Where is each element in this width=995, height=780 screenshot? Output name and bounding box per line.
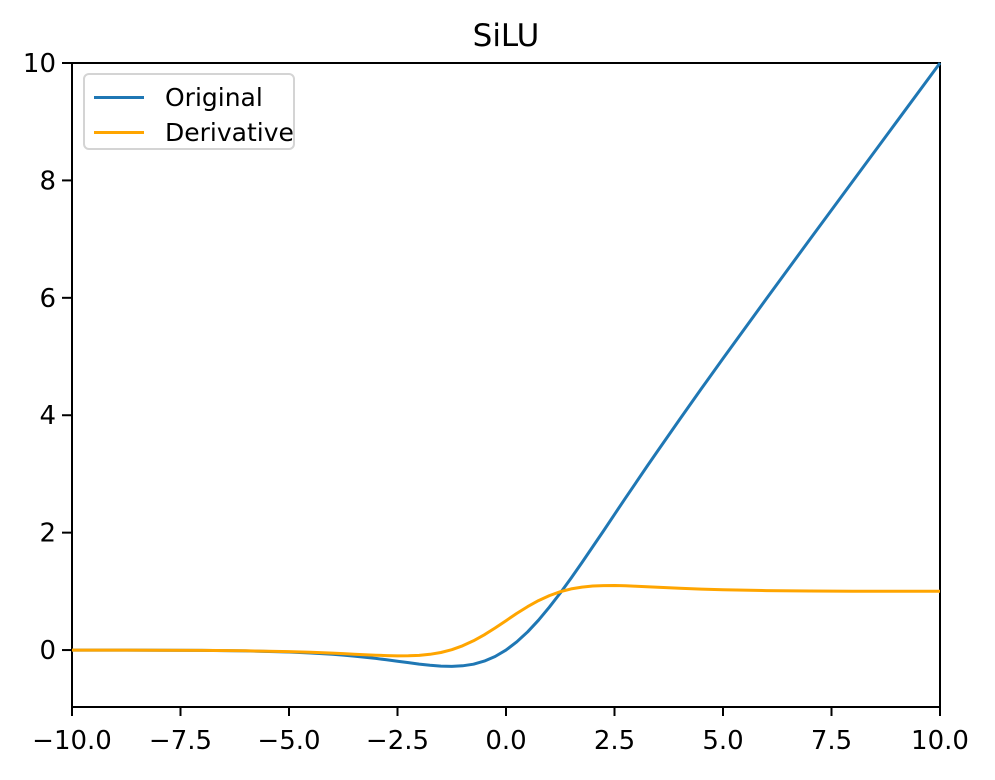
x-tick-label: 2.5 bbox=[594, 726, 635, 756]
x-tick-label: −7.5 bbox=[149, 726, 212, 756]
series-original-line bbox=[72, 62, 942, 668]
legend-line-original bbox=[94, 96, 144, 99]
y-tick-label: 0 bbox=[39, 636, 56, 666]
y-tick-label: 6 bbox=[39, 284, 56, 314]
y-tick-label: 10 bbox=[23, 49, 56, 79]
legend-item-derivative: Derivative bbox=[94, 117, 294, 148]
chart-title: SiLU bbox=[472, 18, 540, 54]
x-axis: −10.0 −7.5 −5.0 −2.5 0.0 2.5 5.0 7.5 10.0 bbox=[32, 707, 969, 756]
legend-label-derivative: Derivative bbox=[165, 118, 294, 147]
y-axis: 0 2 4 6 8 10 bbox=[23, 49, 72, 666]
x-tick-label: 0.0 bbox=[485, 726, 526, 756]
legend-label-original: Original bbox=[165, 83, 263, 112]
y-tick-label: 4 bbox=[39, 401, 56, 431]
y-tick-label: 2 bbox=[39, 519, 56, 549]
x-tick-label: 10.0 bbox=[911, 726, 969, 756]
x-tick-label: −10.0 bbox=[32, 726, 112, 756]
y-tick-label: 8 bbox=[39, 166, 56, 196]
x-tick-label: 5.0 bbox=[702, 726, 743, 756]
x-tick-label: −2.5 bbox=[366, 726, 429, 756]
x-tick-label: −5.0 bbox=[257, 726, 320, 756]
legend: Original Derivative bbox=[83, 73, 295, 150]
legend-line-derivative bbox=[94, 131, 144, 134]
x-tick-label: 7.5 bbox=[811, 726, 852, 756]
plot-border bbox=[71, 62, 941, 708]
legend-item-original: Original bbox=[94, 82, 293, 113]
series-derivative-line bbox=[72, 584, 940, 658]
